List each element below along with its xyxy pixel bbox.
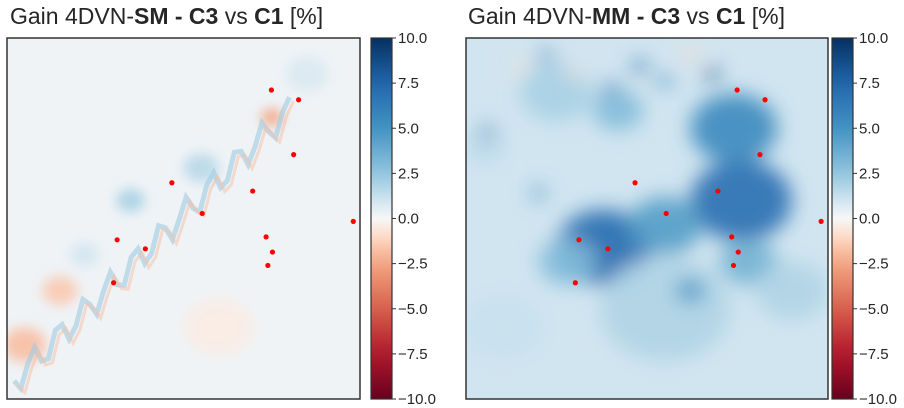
title-prefix: Gain 4DVN- bbox=[10, 3, 134, 29]
map-frame bbox=[465, 37, 829, 400]
heatmap-feature bbox=[690, 160, 792, 241]
colorbar-tick-label: −2.5 bbox=[398, 256, 428, 273]
station-marker bbox=[269, 249, 276, 255]
station-marker bbox=[263, 234, 269, 240]
colorbar-tick-label: −10.0 bbox=[859, 391, 897, 408]
colorbar-tick-label: 7.5 bbox=[859, 75, 880, 92]
title-middle: vs bbox=[218, 3, 255, 29]
heatmap-feature bbox=[531, 187, 546, 200]
station-marker bbox=[663, 210, 669, 217]
heatmap-ridge bbox=[16, 100, 295, 396]
title-bold-reference: C1 bbox=[715, 3, 746, 29]
colorbar-tick-label: 0.0 bbox=[398, 211, 419, 228]
station-marker bbox=[818, 218, 824, 224]
station-marker bbox=[199, 210, 205, 217]
colorbar-tick-label: 10.0 bbox=[859, 30, 888, 47]
colorbar-tick-label: −5.0 bbox=[398, 301, 428, 318]
station-marker bbox=[605, 246, 611, 252]
heatmap-feature bbox=[513, 61, 528, 73]
station-marker bbox=[735, 249, 741, 255]
title-middle: vs bbox=[680, 3, 716, 29]
heatmap-feature bbox=[285, 56, 329, 92]
heatmap-feature bbox=[603, 82, 619, 95]
title-suffix: [%] bbox=[283, 3, 324, 29]
panel-title-mm: Gain 4DVN-MM - C3 vs C1 [%] bbox=[468, 3, 785, 30]
colorbar-tick-label: 10.0 bbox=[398, 30, 427, 47]
heatmap-feature bbox=[538, 238, 597, 285]
colorbar-tick-label: −7.5 bbox=[398, 346, 428, 363]
heatmap-feature bbox=[592, 89, 644, 131]
heatmap-feature bbox=[466, 292, 546, 362]
colorbar-tick-label: 2.5 bbox=[398, 165, 419, 182]
station-marker bbox=[730, 262, 737, 269]
heatmap-feature bbox=[116, 188, 145, 213]
panel-title-sm: Gain 4DVN-SM - C3 vs C1 [%] bbox=[10, 3, 323, 30]
station-marker bbox=[350, 218, 356, 224]
heatmap-feature bbox=[261, 108, 283, 127]
heatmap-feature bbox=[480, 126, 495, 138]
station-marker bbox=[715, 188, 721, 194]
station-marker bbox=[111, 280, 117, 286]
colorbar-tick-label: 5.0 bbox=[398, 120, 419, 137]
station-marker bbox=[729, 234, 735, 240]
heatmap-feature bbox=[657, 75, 673, 88]
heatmap-feature bbox=[567, 68, 582, 80]
heatmap-feature bbox=[466, 128, 506, 164]
station-marker bbox=[632, 180, 638, 186]
heatmap-field bbox=[466, 38, 828, 399]
colorbar-tick-label: −5.0 bbox=[859, 301, 889, 318]
map-frame bbox=[6, 37, 361, 400]
station-marker bbox=[268, 87, 274, 93]
heatmap-field bbox=[7, 38, 360, 399]
station-marker bbox=[757, 152, 763, 158]
heatmap-feature bbox=[719, 238, 778, 285]
colorbar-tick-label: 7.5 bbox=[398, 75, 419, 92]
heatmap-feature bbox=[690, 93, 778, 163]
colorbar bbox=[831, 37, 854, 400]
heatmap-feature bbox=[628, 196, 702, 255]
station-marker bbox=[734, 87, 740, 93]
title-prefix: Gain 4DVN- bbox=[468, 3, 592, 29]
colorbar-tick-label: 0.0 bbox=[859, 211, 880, 228]
colorbar-tick-label: −2.5 bbox=[859, 256, 889, 273]
station-marker bbox=[169, 180, 175, 186]
station-marker bbox=[295, 97, 302, 103]
colorbar-tick-label: −10.0 bbox=[398, 391, 436, 408]
station-marker bbox=[265, 262, 271, 269]
colorbar-tick-label: −7.5 bbox=[859, 346, 889, 363]
station-marker bbox=[762, 97, 768, 103]
colorbar-tick-label: 5.0 bbox=[859, 120, 880, 137]
station-marker bbox=[576, 237, 582, 243]
heatmap-feature bbox=[632, 61, 647, 73]
heatmap-feature bbox=[538, 50, 553, 62]
title-suffix: [%] bbox=[745, 3, 785, 29]
colorbar-tick-label: 2.5 bbox=[859, 165, 880, 182]
heatmap-feature bbox=[42, 276, 78, 306]
station-marker bbox=[114, 237, 120, 243]
heatmap-feature bbox=[520, 63, 593, 122]
title-bold-method: MM - C3 bbox=[591, 3, 681, 29]
heatmap-feature bbox=[704, 68, 720, 80]
colorbar bbox=[370, 37, 393, 400]
heatmap-feature bbox=[183, 297, 255, 356]
station-marker bbox=[142, 246, 148, 252]
station-marker bbox=[291, 152, 297, 158]
heatmap-feature bbox=[755, 261, 828, 320]
station-marker bbox=[572, 280, 578, 286]
title-bold-method: SM - C3 bbox=[133, 3, 219, 29]
heatmap-feature bbox=[599, 256, 731, 361]
heatmap-feature bbox=[70, 243, 99, 267]
heatmap-feature bbox=[675, 279, 705, 303]
heatmap-feature bbox=[683, 46, 698, 59]
station-marker bbox=[250, 188, 256, 194]
title-bold-reference: C1 bbox=[254, 3, 284, 29]
